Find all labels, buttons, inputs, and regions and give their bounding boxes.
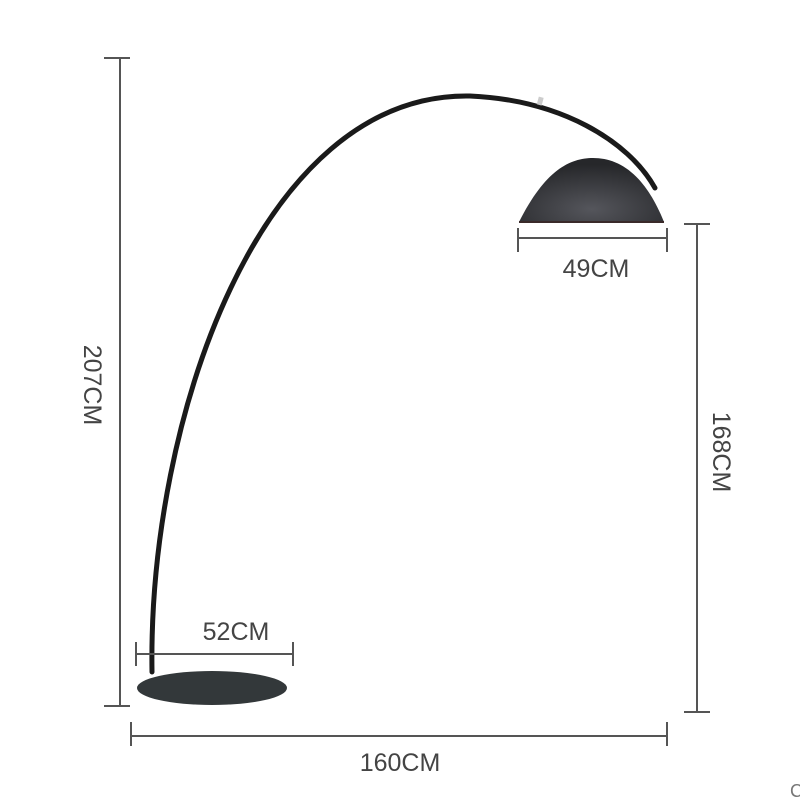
lamp-base	[137, 671, 287, 705]
arc-joint	[536, 96, 544, 106]
label-total-width: 160CM	[360, 749, 441, 777]
corner-text-fragment: C	[790, 781, 800, 800]
dimension-shade-diameter: 49CM	[517, 228, 668, 283]
label-total-height: 207CM	[78, 345, 106, 426]
dimension-total-width: 160CM	[130, 722, 668, 777]
dimension-shade-height: 168CM	[684, 223, 735, 713]
lamp-arc-stem	[149, 93, 658, 675]
dimension-total-height: 207CM	[78, 57, 130, 707]
label-shade-diameter: 49CM	[563, 255, 630, 283]
label-base-diameter: 52CM	[203, 618, 270, 646]
dimension-base-diameter: 52CM	[135, 618, 294, 666]
label-shade-height: 168CM	[707, 412, 735, 493]
lamp-shade	[519, 158, 664, 222]
